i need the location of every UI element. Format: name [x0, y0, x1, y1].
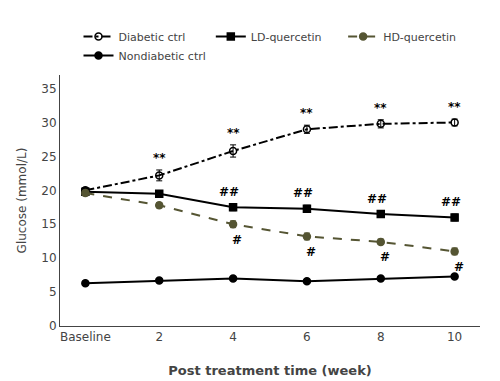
svg-text:25: 25 — [41, 150, 56, 164]
svg-text:**: ** — [374, 101, 387, 115]
svg-text:LD-quercetin: LD-quercetin — [251, 31, 322, 44]
svg-text:#: # — [232, 233, 242, 247]
svg-text:35: 35 — [41, 82, 56, 96]
svg-text:**: ** — [227, 126, 240, 140]
svg-text:**: ** — [448, 100, 461, 114]
svg-text:Baseline: Baseline — [60, 330, 111, 344]
svg-text:8: 8 — [377, 330, 385, 344]
svg-text:10: 10 — [447, 330, 462, 344]
svg-text:30: 30 — [41, 116, 56, 130]
svg-text:5: 5 — [49, 285, 57, 299]
svg-text:**: ** — [300, 106, 313, 120]
svg-text:##: ## — [219, 185, 239, 199]
svg-text:Diabetic ctrl: Diabetic ctrl — [119, 31, 186, 44]
svg-text:0: 0 — [49, 319, 57, 333]
svg-text:10: 10 — [41, 251, 56, 265]
svg-text:Post treatment time (week): Post treatment time (week) — [168, 363, 371, 378]
svg-text:#: # — [306, 245, 316, 259]
svg-text:##: ## — [441, 195, 461, 209]
svg-text:6: 6 — [303, 330, 311, 344]
svg-text:##: ## — [367, 192, 387, 206]
svg-text:20: 20 — [41, 184, 56, 198]
svg-text:HD-quercetin: HD-quercetin — [383, 31, 456, 44]
svg-text:##: ## — [293, 186, 313, 200]
svg-text:Glucose (mmol/L): Glucose (mmol/L) — [15, 148, 29, 254]
svg-text:**: ** — [153, 151, 166, 165]
svg-text:4: 4 — [229, 330, 237, 344]
svg-text:15: 15 — [41, 217, 56, 231]
svg-text:Nondiabetic ctrl: Nondiabetic ctrl — [119, 50, 206, 63]
svg-text:2: 2 — [155, 330, 163, 344]
svg-text:#: # — [380, 250, 390, 264]
svg-text:#: # — [454, 260, 464, 274]
